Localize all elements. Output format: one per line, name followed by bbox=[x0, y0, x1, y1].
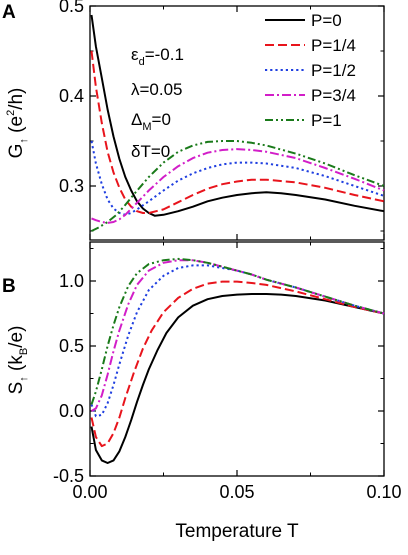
legend-label: P=0 bbox=[311, 11, 342, 30]
annotation-ed: εd=-0.1 bbox=[131, 45, 184, 68]
plot-frame-b bbox=[89, 241, 385, 477]
y-tick-label: 0.4 bbox=[59, 86, 84, 106]
series-line-P=3/4 bbox=[91, 148, 385, 224]
series-lines-a bbox=[90, 14, 385, 232]
legend-label: P=1/4 bbox=[311, 36, 356, 55]
ticks-b: -0.5 0.0 0.5 1.0 0.00 0.05 0.10 bbox=[53, 242, 402, 502]
x-axis-label: Temperature T bbox=[175, 521, 299, 542]
annotation-lambda: λ=0.05 bbox=[131, 80, 183, 99]
series-lines-b bbox=[90, 257, 385, 464]
annotation-delta-t: δT=0 bbox=[131, 142, 170, 161]
series-line-P=3/4 bbox=[90, 259, 385, 412]
annotation-delta-m: ΔM=0 bbox=[131, 110, 171, 133]
x-tick-label: 0.00 bbox=[72, 482, 107, 502]
y-axis-label-b: S↑ (kB/e) bbox=[6, 326, 30, 395]
x-tick-label: 0.10 bbox=[366, 482, 401, 502]
annotations-a: εd=-0.1 λ=0.05 ΔM=0 δT=0 bbox=[131, 45, 184, 161]
legend-label: P=1 bbox=[311, 111, 342, 130]
series-line-P=0 bbox=[90, 293, 385, 464]
ticks-a: 0.3 0.4 0.5 bbox=[59, 0, 385, 240]
legend: P=0 P=1/4 P=1/2 P=3/4 P=1 bbox=[265, 11, 356, 130]
legend-label: P=3/4 bbox=[311, 86, 356, 105]
y-tick-label: 0.0 bbox=[59, 401, 84, 421]
y-axis-label-a: G↑ (e2/h) bbox=[5, 88, 30, 159]
panel-label-a: A bbox=[2, 2, 16, 23]
series-line-P=1/4 bbox=[90, 280, 385, 448]
y-tick-label: 0.3 bbox=[59, 176, 84, 196]
series-line-P=1/2 bbox=[90, 264, 385, 418]
y-tick-label: 1.0 bbox=[59, 271, 84, 291]
y-tick-label: 0.5 bbox=[59, 0, 84, 16]
series-line-P=0 bbox=[90, 14, 385, 217]
legend-label: P=1/2 bbox=[311, 61, 356, 80]
panel-label-b: B bbox=[2, 276, 16, 297]
y-tick-label: -0.5 bbox=[53, 466, 84, 486]
series-line-P=1/4 bbox=[90, 50, 385, 214]
x-tick-label: 0.05 bbox=[219, 482, 254, 502]
panel-b: B -0.5 0.0 0.5 1.0 0.00 0.05 0.10 S↑ (kB/e) Te… bbox=[2, 241, 402, 542]
panel-a: A 0.3 0.4 0.5 G↑ (e2/h) εd=-0.1 λ=0.05 ΔM=… bbox=[2, 0, 385, 241]
series-line-P=1 bbox=[90, 257, 385, 405]
y-tick-label: 0.5 bbox=[59, 336, 84, 356]
